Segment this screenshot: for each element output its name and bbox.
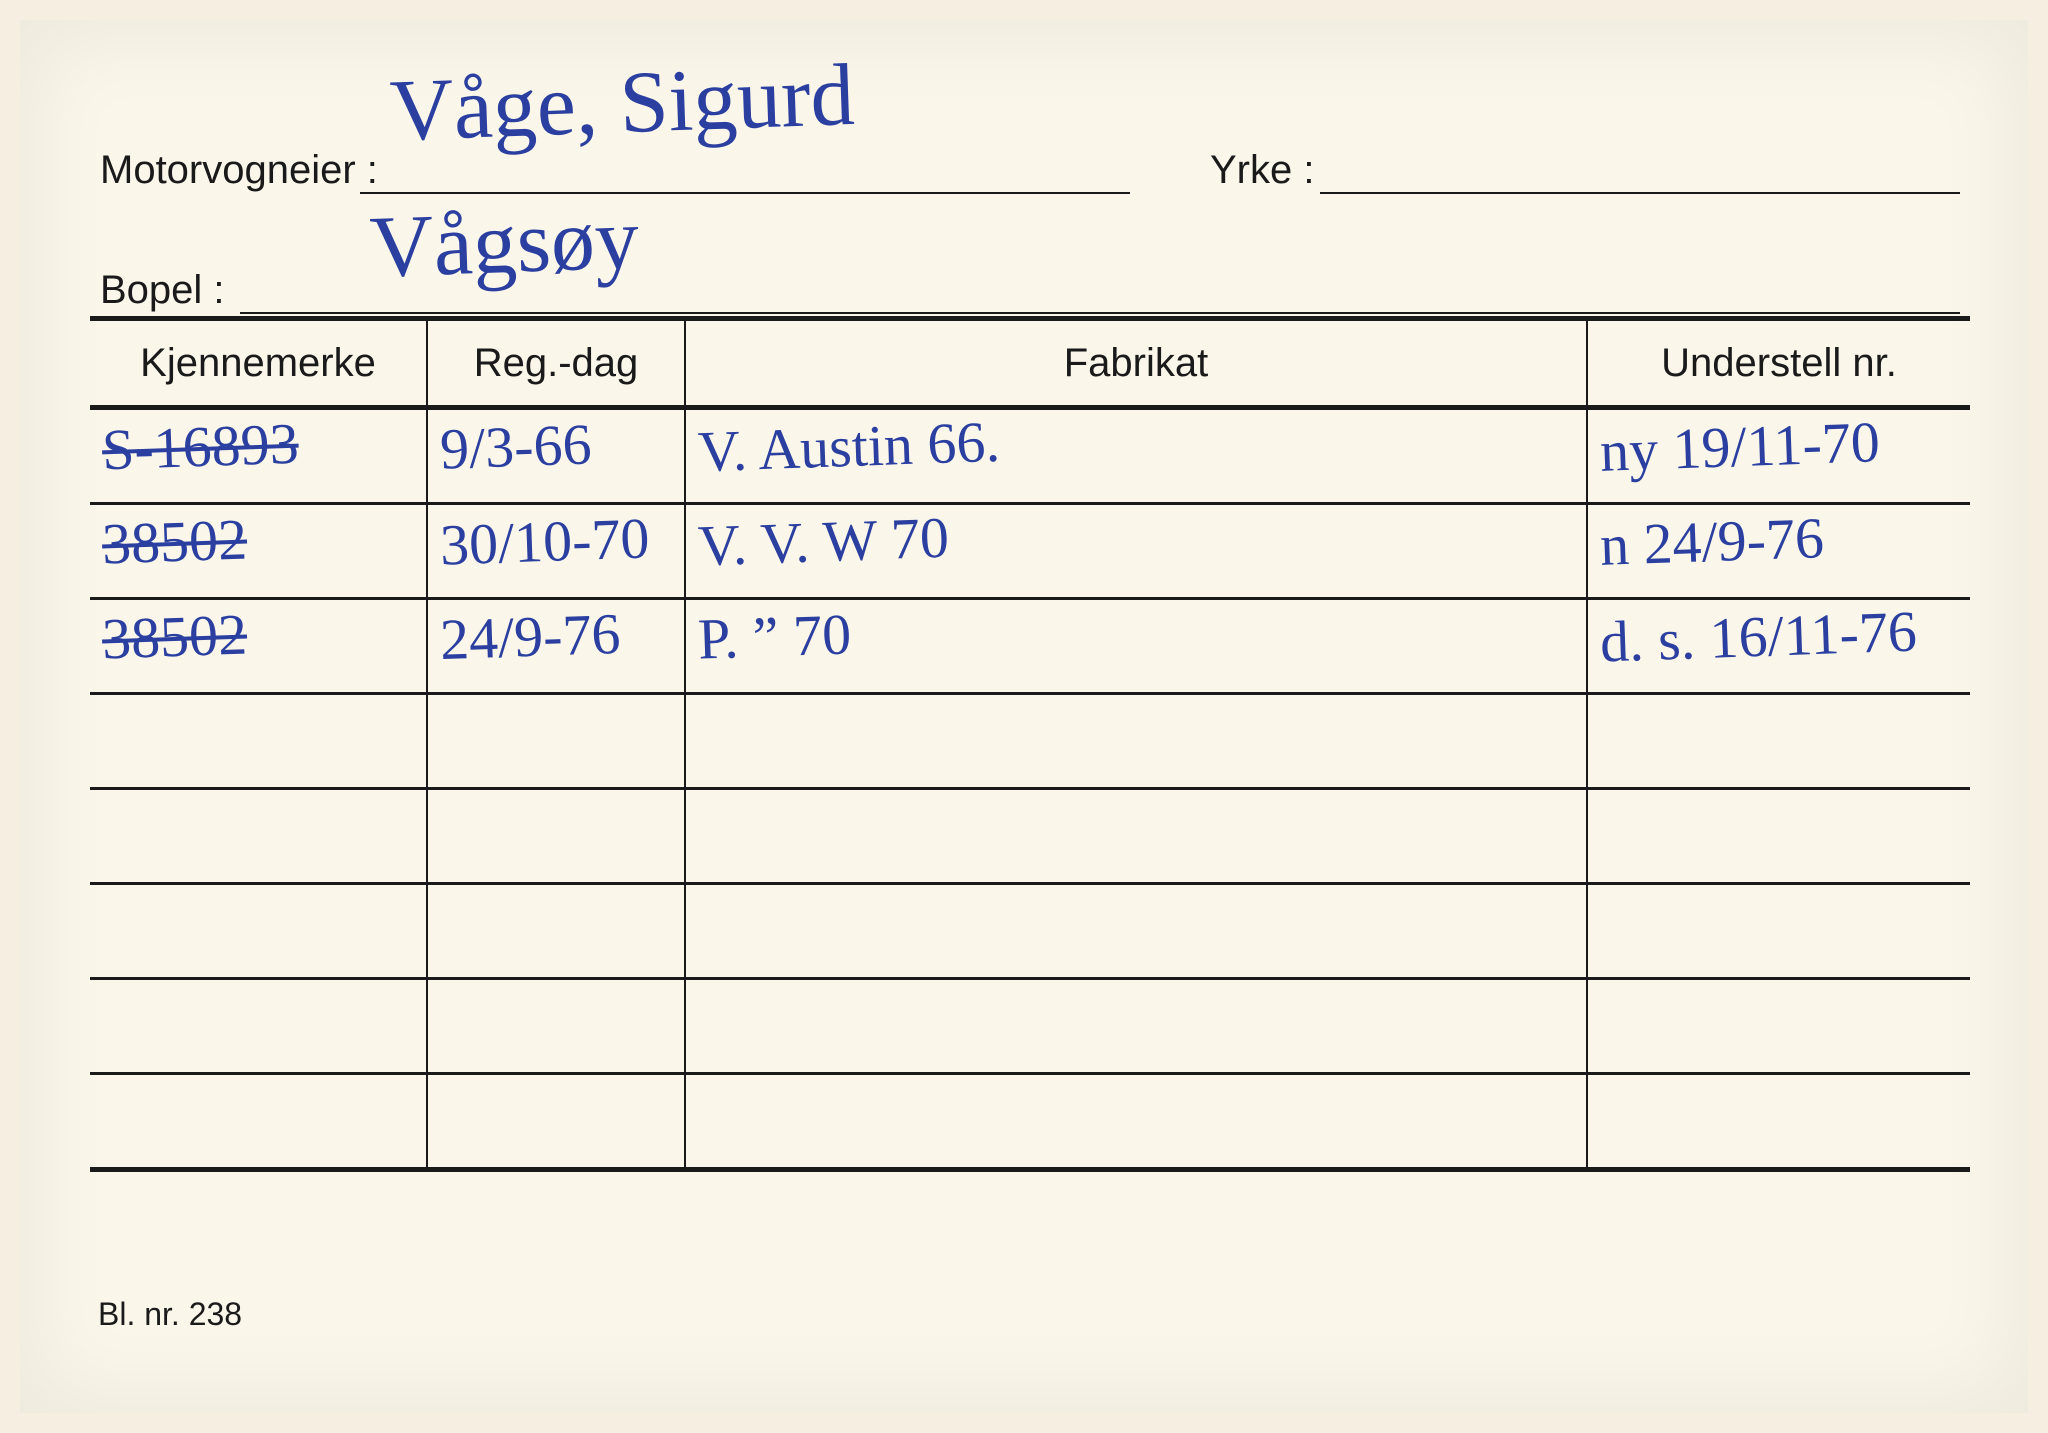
line-motorvogneier — [360, 192, 1130, 194]
cell-understell — [1587, 884, 1970, 979]
cell-understell — [1587, 1074, 1970, 1170]
cell-understell — [1587, 694, 1970, 789]
col-header-kjennemerke: Kjennemerke — [90, 319, 427, 408]
line-yrke — [1320, 192, 1960, 194]
index-card: Motorvogneier : Våge, Sigurd Yrke : Bope… — [20, 20, 2028, 1413]
cell-fabrikat: V. Austin 66. — [685, 408, 1587, 504]
label-yrke: Yrke : — [1210, 148, 1314, 193]
cell-kjennemerke — [90, 979, 427, 1074]
table-row: S-168939/3-66V. Austin 66.ny 19/11-70 — [90, 408, 1970, 504]
table-body: S-168939/3-66V. Austin 66.ny 19/11-70385… — [90, 408, 1970, 1170]
cell-reg_dag — [427, 1074, 685, 1170]
table-row — [90, 979, 1970, 1074]
cell-reg_dag — [427, 979, 685, 1074]
cell-reg_dag — [427, 694, 685, 789]
cell-kjennemerke: S-16893 — [90, 408, 427, 504]
table-row: 3850230/10-70V. V. W 70n 24/9-76 — [90, 504, 1970, 599]
cell-reg_dag: 9/3-66 — [427, 408, 685, 504]
cell-kjennemerke: 38502 — [90, 599, 427, 694]
cell-understell: ny 19/11-70 — [1587, 408, 1970, 504]
cell-reg_dag — [427, 789, 685, 884]
cell-fabrikat — [685, 884, 1587, 979]
cell-fabrikat: P. ” 70 — [685, 599, 1587, 694]
line-bopel — [240, 312, 1960, 314]
cell-understell — [1587, 789, 1970, 884]
cell-understell — [1587, 979, 1970, 1074]
page: Motorvogneier : Våge, Sigurd Yrke : Bope… — [0, 0, 2048, 1433]
cell-kjennemerke — [90, 1074, 427, 1170]
cell-fabrikat — [685, 979, 1587, 1074]
value-bopel: Vågsøy — [369, 195, 641, 292]
form-footer: Bl. nr. 238 — [98, 1296, 242, 1333]
cell-fabrikat — [685, 1074, 1587, 1170]
cell-understell: n 24/9-76 — [1587, 504, 1970, 599]
cell-kjennemerke — [90, 789, 427, 884]
table-row — [90, 694, 1970, 789]
table-row — [90, 1074, 1970, 1170]
value-motorvogneier: Våge, Sigurd — [389, 52, 856, 156]
cell-understell: d. s. 16/11-76 — [1587, 599, 1970, 694]
cell-kjennemerke: 38502 — [90, 504, 427, 599]
table-row: 3850224/9-76P. ” 70d. s. 16/11-76 — [90, 599, 1970, 694]
table-header-row: Kjennemerke Reg.-dag Fabrikat Understell… — [90, 319, 1970, 408]
registry-table: Kjennemerke Reg.-dag Fabrikat Understell… — [90, 316, 1970, 1172]
cell-reg_dag — [427, 884, 685, 979]
col-header-regdag: Reg.-dag — [427, 319, 685, 408]
col-header-fabrikat: Fabrikat — [685, 319, 1587, 408]
table-row — [90, 884, 1970, 979]
cell-kjennemerke — [90, 884, 427, 979]
cell-fabrikat — [685, 694, 1587, 789]
cell-kjennemerke — [90, 694, 427, 789]
col-header-understell: Understell nr. — [1587, 319, 1970, 408]
cell-fabrikat: V. V. W 70 — [685, 504, 1587, 599]
label-motorvogneier: Motorvogneier : — [100, 148, 378, 193]
cell-reg_dag: 30/10-70 — [427, 504, 685, 599]
cell-reg_dag: 24/9-76 — [427, 599, 685, 694]
label-bopel: Bopel : — [100, 268, 225, 313]
table-row — [90, 789, 1970, 884]
cell-fabrikat — [685, 789, 1587, 884]
